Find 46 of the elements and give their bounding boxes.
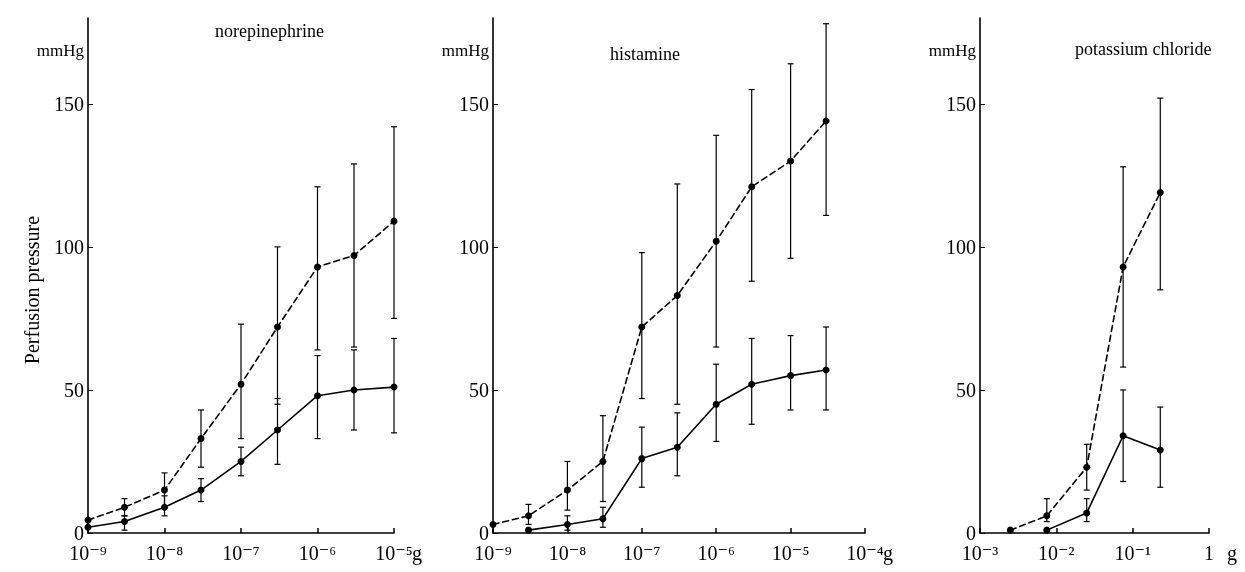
point — [314, 392, 321, 400]
x-tick-label: 1 — [1204, 542, 1214, 564]
point — [197, 435, 205, 443]
x-tick-label: 10⁻⁴ — [846, 542, 884, 564]
y-tick-label: 0 — [966, 522, 976, 544]
x-axis-title: g — [412, 542, 422, 565]
x-axis-title: g — [883, 542, 893, 565]
y-tick-label: 100 — [946, 235, 976, 258]
y-tick-label: 100 — [459, 235, 489, 258]
y-axis-title: mmHg — [928, 40, 977, 60]
y-axis-title: mmHg — [441, 40, 490, 60]
point — [274, 426, 281, 434]
point — [237, 380, 245, 388]
point — [274, 323, 281, 331]
text: Perfusion pressure — [21, 215, 44, 365]
x-tick-label: 10⁻⁸ — [145, 542, 184, 564]
y-tick-label: 50 — [469, 378, 489, 401]
x-tick-label: 10⁻² — [1038, 542, 1075, 564]
x-tick-label: 10⁻⁹ — [474, 542, 512, 564]
chart-title: norepinephrine — [214, 21, 324, 41]
y-tick-label: 150 — [459, 92, 489, 115]
x-tick-label: 10⁻⁵ — [771, 542, 810, 564]
x-axis-title: g — [1227, 542, 1237, 565]
y-axis-title: mmHg — [36, 40, 85, 60]
x-tick-label: 10⁻⁷ — [623, 542, 661, 564]
point — [314, 263, 321, 271]
point — [237, 457, 245, 465]
y-tick-label: 50 — [956, 378, 976, 401]
text: histamine — [609, 44, 680, 64]
x-tick-label: 10⁻¹ — [1114, 542, 1151, 564]
y-tick-label: 0 — [74, 522, 84, 544]
point — [350, 251, 358, 259]
x-tick-label: 10⁻⁷ — [222, 542, 260, 564]
text: potassium chloride — [1075, 39, 1212, 59]
y-tick-label: 150 — [946, 92, 976, 115]
x-tick-label: 10⁻⁹ — [69, 542, 107, 564]
x-tick-label: 10⁻⁸ — [548, 542, 587, 564]
x-tick-label: 10⁻³ — [961, 542, 999, 564]
x-tick-label: 10⁻⁵ — [375, 542, 413, 564]
x-tick-label: 10⁻⁶ — [298, 542, 337, 564]
point — [121, 503, 128, 511]
y-tick-label: 0 — [479, 522, 489, 544]
y-tick-label: 150 — [54, 92, 84, 115]
y-tick-label: 50 — [64, 378, 84, 401]
x-tick-label: 10⁻⁶ — [697, 542, 735, 564]
y-tick-label: 100 — [54, 235, 84, 258]
